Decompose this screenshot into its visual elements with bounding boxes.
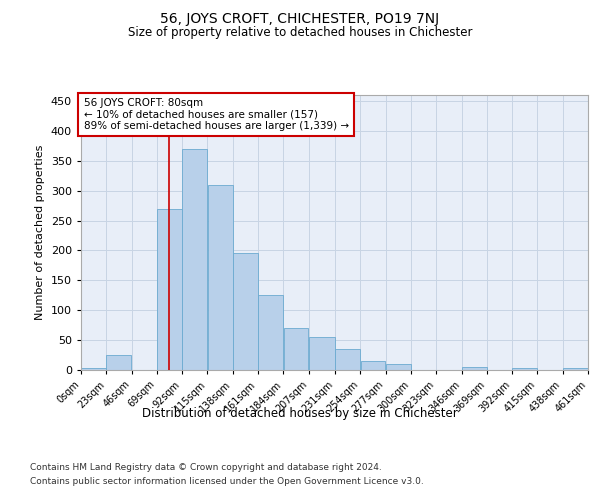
Bar (182, 149, 208, 370)
Bar (208, 184, 233, 370)
Bar (284, 328, 308, 370)
Bar (106, 355, 131, 370)
Text: Distribution of detached houses by size in Chichester: Distribution of detached houses by size … (142, 408, 458, 420)
Text: Contains HM Land Registry data © Crown copyright and database right 2024.: Contains HM Land Registry data © Crown c… (30, 462, 382, 471)
Bar (157, 208, 182, 370)
Text: 56 JOYS CROFT: 80sqm
← 10% of detached houses are smaller (157)
89% of semi-deta: 56 JOYS CROFT: 80sqm ← 10% of detached h… (83, 98, 349, 131)
Text: Contains public sector information licensed under the Open Government Licence v3: Contains public sector information licen… (30, 478, 424, 486)
Bar (81, 368, 106, 370)
Bar (309, 337, 335, 370)
Bar (512, 368, 537, 370)
Bar (361, 361, 385, 370)
Bar (461, 367, 487, 370)
Text: Size of property relative to detached houses in Chichester: Size of property relative to detached ho… (128, 26, 472, 39)
Text: 56, JOYS CROFT, CHICHESTER, PO19 7NJ: 56, JOYS CROFT, CHICHESTER, PO19 7NJ (160, 12, 440, 26)
Bar (563, 368, 588, 370)
Bar (386, 364, 411, 370)
Bar (335, 349, 360, 370)
Y-axis label: Number of detached properties: Number of detached properties (35, 145, 45, 320)
Bar (258, 296, 283, 370)
Bar (233, 254, 258, 370)
